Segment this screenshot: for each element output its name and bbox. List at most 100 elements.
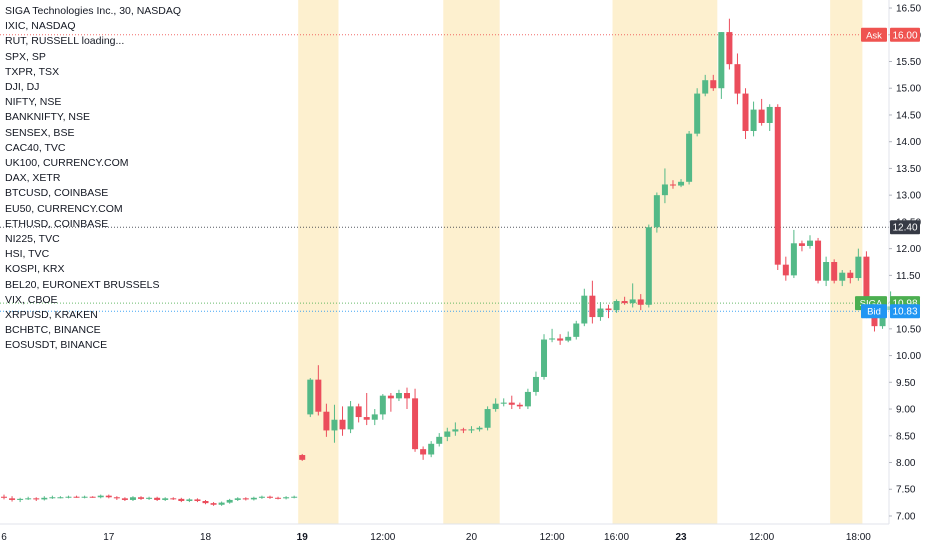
compare-symbol[interactable]: UK100, CURRENCY.COM [5, 157, 129, 170]
compare-symbol[interactable]: SENSEX, BSE [5, 126, 75, 139]
candle-body [476, 427, 483, 430]
price-tick-label: 16.50 [896, 4, 921, 15]
candle-body [589, 295, 596, 318]
compare-symbol[interactable]: SPX, SP [5, 50, 46, 63]
candle-body [629, 299, 636, 304]
compare-symbol[interactable]: CAC40, TVC [5, 141, 66, 154]
candle-body [355, 406, 362, 418]
candle-body [81, 496, 88, 498]
marker-price-value: 12.40 [892, 223, 917, 234]
time-tick-label: 12:00 [540, 532, 565, 543]
candle-body [508, 402, 515, 405]
candle-body [89, 496, 96, 498]
candle-body [460, 429, 467, 431]
candle-body [436, 436, 443, 444]
price-tick-label: 11.50 [896, 271, 921, 282]
candle-body [653, 195, 660, 228]
candle-body [242, 498, 249, 500]
price-tick-label: 13.00 [896, 191, 921, 202]
compare-symbol[interactable]: HSI, TVC [5, 248, 50, 261]
compare-symbol[interactable]: BANKNIFTY, NSE [5, 111, 90, 124]
compare-symbol[interactable]: KOSPI, KRX [5, 263, 65, 276]
compare-symbol[interactable]: NIFTY, NSE [5, 96, 62, 109]
candle-body [645, 227, 652, 305]
price-labels: Ask 16.00 12.40 SIGA 10.98 Bid 10.83 [855, 27, 920, 319]
candle-body [363, 417, 370, 420]
compare-symbol[interactable]: ETHUSD, COINBASE [5, 217, 109, 230]
candle-body [347, 406, 354, 430]
compare-symbol[interactable]: EU50, CURRENCY.COM [5, 202, 123, 215]
compare-symbol[interactable]: RUT, RUSSELL loading... [5, 35, 125, 48]
candle-body [815, 240, 822, 281]
main-symbol-title[interactable]: SIGA Technologies Inc., 30, NASDAQ [5, 5, 182, 17]
candle-body [218, 502, 225, 505]
candle-body [57, 497, 64, 499]
candle-body [1, 496, 7, 498]
candle-body [162, 498, 169, 500]
candle-body [186, 499, 193, 502]
candle-body [710, 80, 717, 89]
candle-body [194, 499, 201, 502]
candle-body [597, 308, 604, 318]
candle-body [484, 409, 491, 428]
compare-symbol[interactable]: XRPUSD, KRAKEN [5, 309, 98, 322]
candle-body [492, 403, 499, 410]
candle-body [605, 308, 612, 311]
price-tick-label: 15.00 [896, 84, 921, 95]
candle-body [210, 503, 217, 505]
compare-symbol[interactable]: TXPR, TSX [5, 65, 60, 78]
compare-symbol[interactable]: BCHBTC, BINANCE [5, 324, 101, 337]
compare-symbol[interactable]: BTCUSD, COINBASE [5, 187, 109, 200]
candle-body [65, 496, 72, 498]
last-price-value: 10.98 [892, 299, 917, 310]
candle-body [283, 497, 290, 499]
candle-body [621, 301, 628, 304]
time-tick-label: 12:00 [370, 532, 395, 543]
compare-symbol[interactable]: NI225, TVC [5, 233, 60, 246]
candle-body [694, 93, 701, 134]
candle-body [315, 379, 322, 412]
candle-body [742, 93, 749, 131]
candle-body [178, 498, 185, 502]
compare-symbol[interactable]: DJI, DJ [5, 81, 40, 94]
candle-body [49, 497, 56, 499]
ask-price-value: 16.00 [892, 30, 917, 41]
compare-symbol[interactable]: DAX, XETR [5, 172, 61, 185]
symbol-legend: SIGA Technologies Inc., 30, NASDAQ IXIC,… [5, 4, 181, 354]
candle-body [532, 376, 539, 392]
time-tick-label: 17 [103, 532, 115, 543]
candle-body [581, 295, 588, 324]
time-tick-label: 16:00 [604, 532, 629, 543]
compare-symbol[interactable]: VIX, CBOE [5, 293, 58, 306]
candle-body [500, 402, 507, 404]
candle-body [138, 497, 145, 499]
candle-body [331, 419, 338, 431]
extended-session-bands [298, 0, 863, 524]
candle-body [557, 338, 564, 341]
candle-body [154, 497, 161, 500]
compare-symbol[interactable]: BEL20, EURONEXT BRUSSELS [5, 278, 160, 291]
compare-symbol[interactable]: EOSUSDT, BINANCE [5, 339, 108, 352]
extended-session-band [443, 0, 500, 524]
ask-price-box [890, 27, 920, 42]
extended-session-band [298, 0, 339, 524]
candle-body [798, 243, 805, 246]
candle-body [718, 32, 725, 89]
compare-symbol[interactable]: IXIC, NASDAQ [5, 20, 76, 33]
candle-body [573, 323, 580, 337]
price-tick-label: 9.50 [896, 378, 916, 389]
candle-body [774, 106, 781, 265]
price-tick-label: 14.50 [896, 110, 921, 121]
candle-body [41, 497, 48, 500]
candle-body [565, 336, 572, 341]
candle-body [750, 109, 757, 131]
candle-body [33, 498, 40, 500]
candle-body [202, 501, 209, 504]
price-level-lines [0, 34, 889, 312]
candles [1, 18, 918, 506]
candle-body [678, 181, 685, 186]
candle-body [275, 497, 282, 499]
candle-body [395, 393, 402, 399]
